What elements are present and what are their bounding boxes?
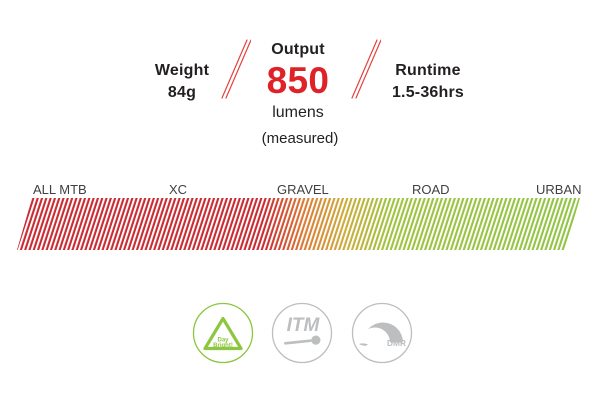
svg-text:DMR: DMR — [387, 338, 406, 348]
svg-text:ITM: ITM — [287, 315, 321, 336]
svg-text:Bright!: Bright! — [213, 343, 233, 349]
